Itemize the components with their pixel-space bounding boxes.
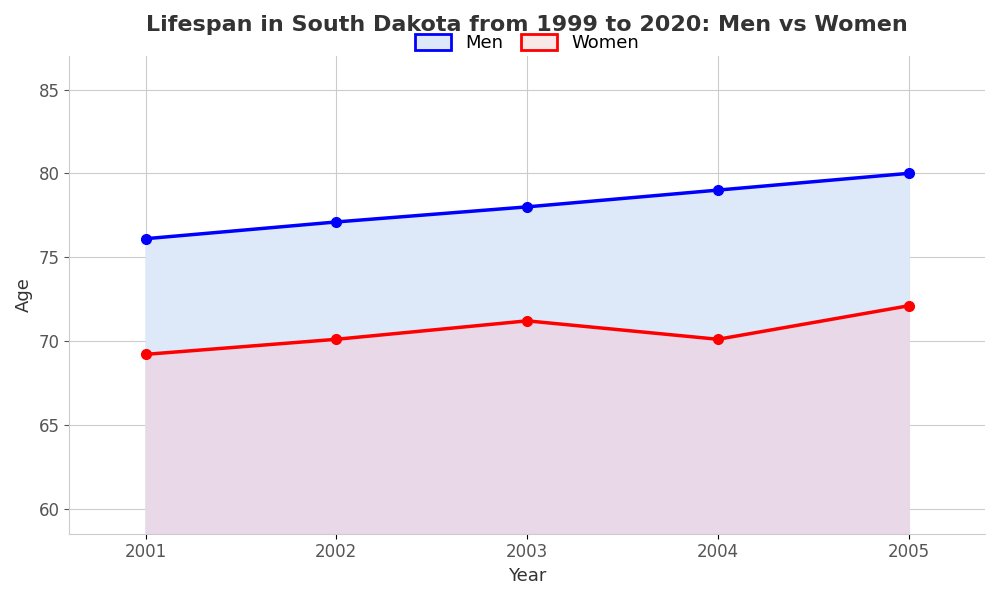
X-axis label: Year: Year <box>508 567 546 585</box>
Y-axis label: Age: Age <box>15 277 33 312</box>
Title: Lifespan in South Dakota from 1999 to 2020: Men vs Women: Lifespan in South Dakota from 1999 to 20… <box>146 15 908 35</box>
Legend: Men, Women: Men, Women <box>407 27 647 59</box>
